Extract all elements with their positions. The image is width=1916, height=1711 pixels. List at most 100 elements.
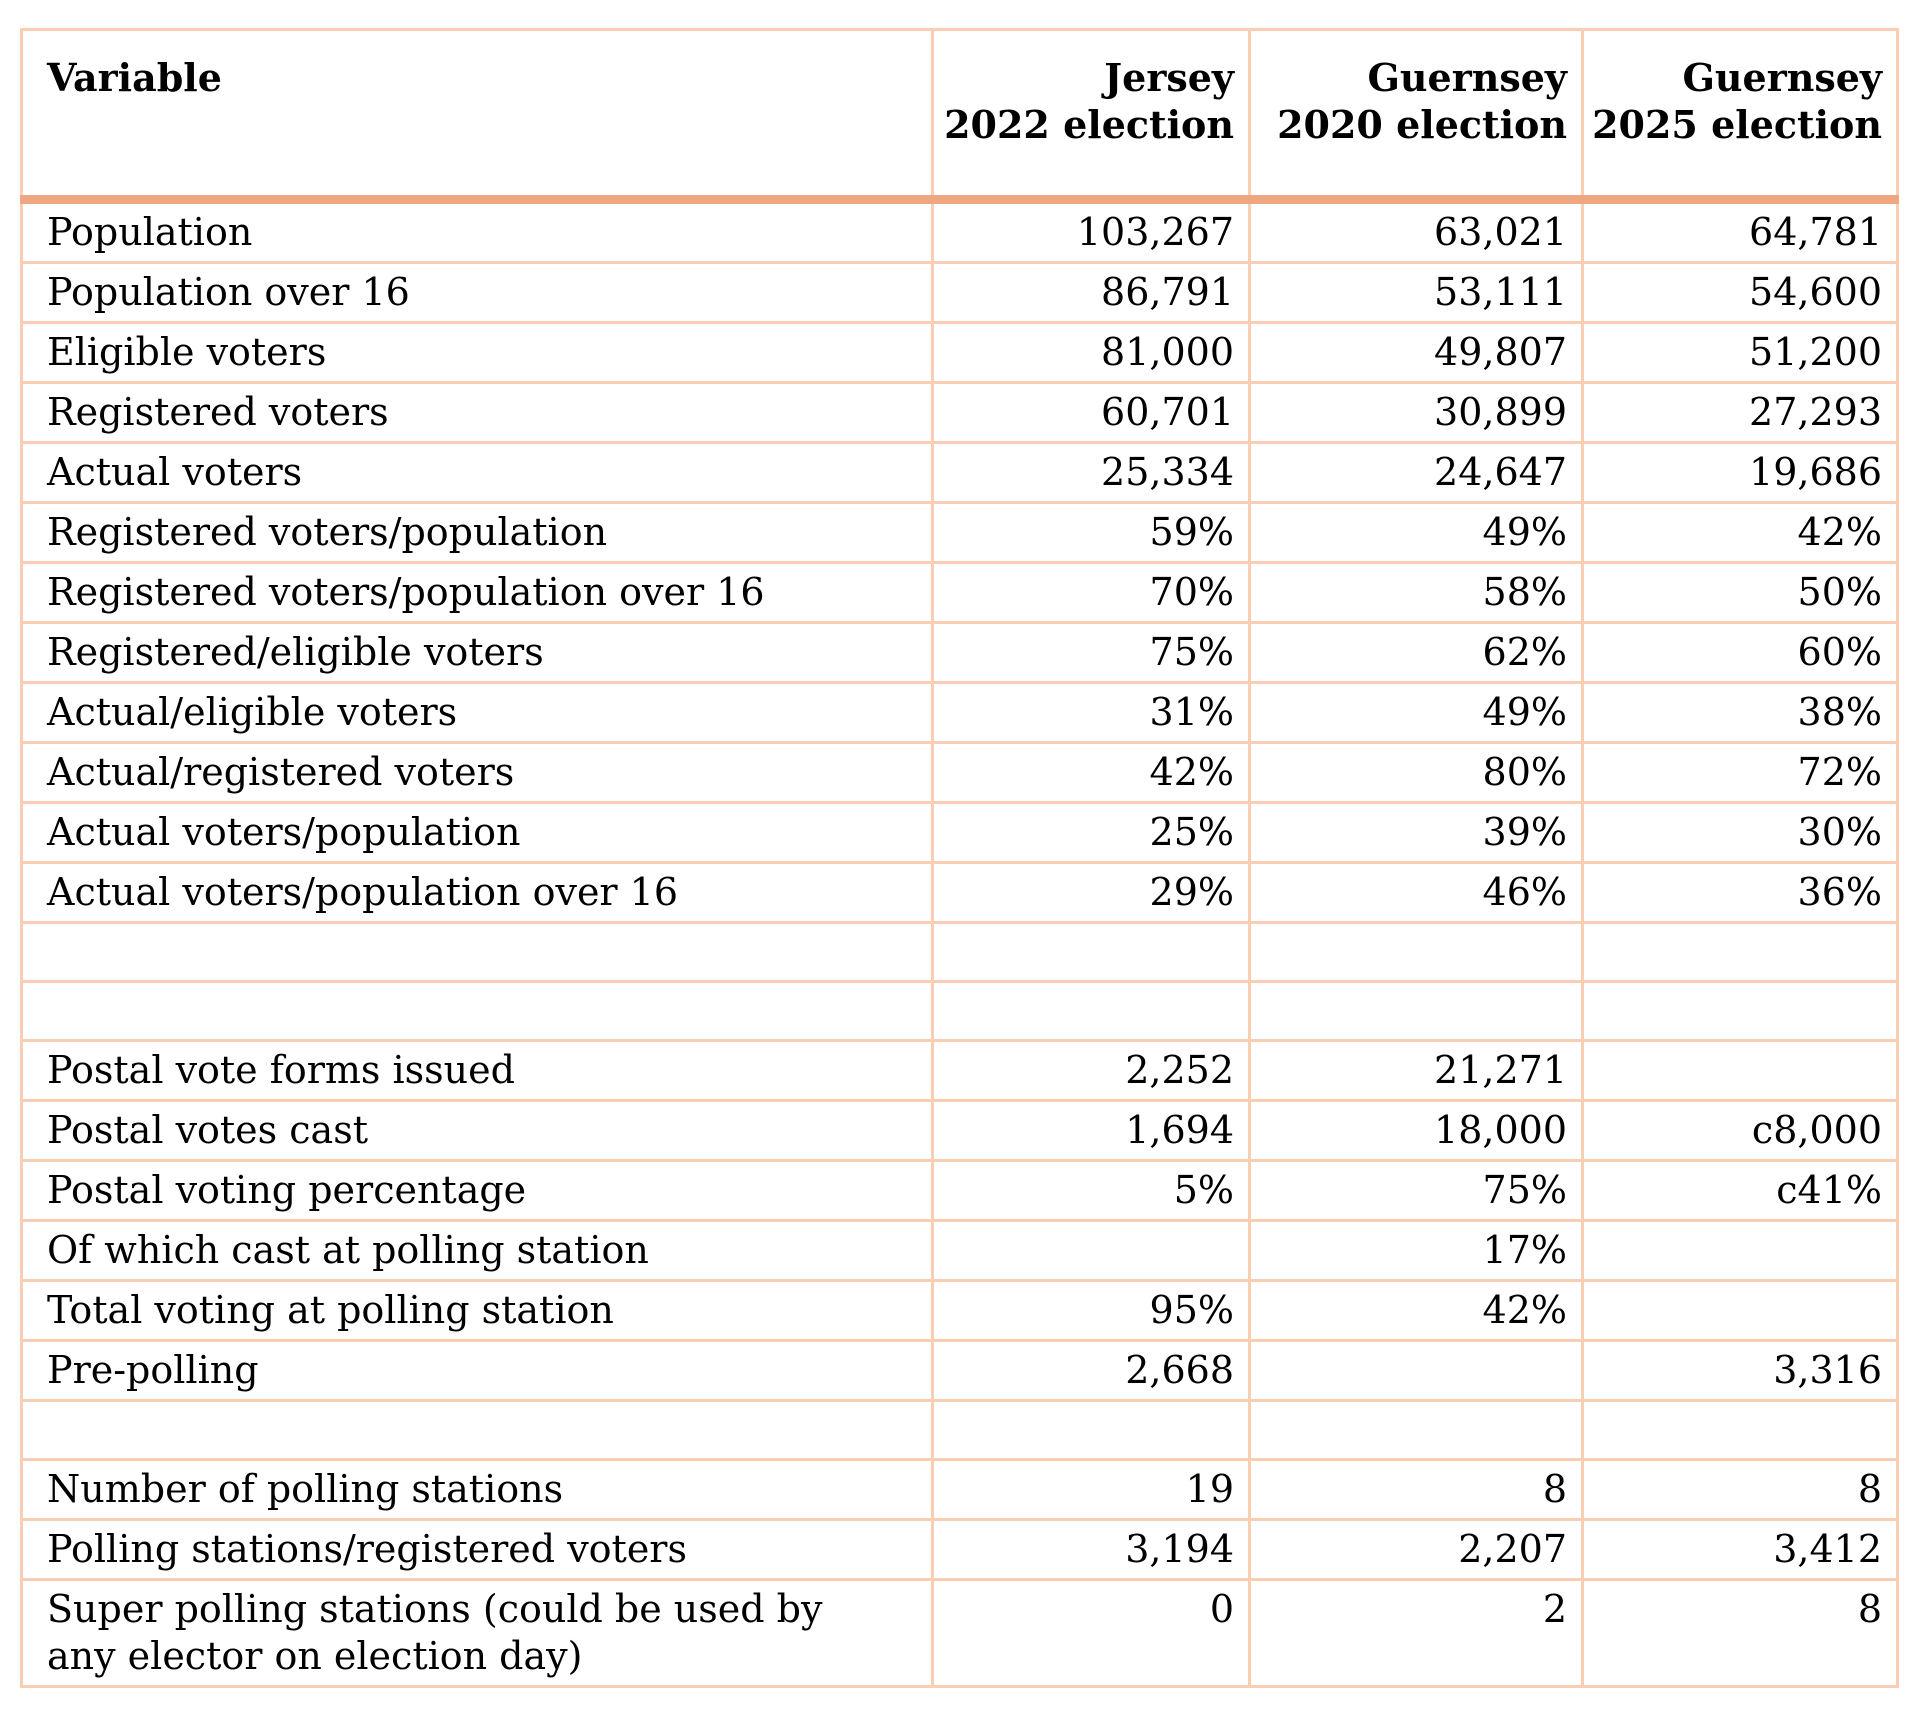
cell-jersey-2022 xyxy=(931,921,1251,983)
cell-guernsey-2020: 42% xyxy=(1248,1279,1584,1342)
table-row: Polling stations/registered voters 3,194… xyxy=(20,1518,1899,1581)
column-header-line: Guernsey xyxy=(1367,55,1567,100)
table-row: Actual/eligible voters 31% 49% 38% xyxy=(20,681,1899,744)
column-header-variable: Variable xyxy=(20,28,934,204)
row-label: Actual voters/population xyxy=(20,801,934,864)
cell-jersey-2022 xyxy=(931,980,1251,1042)
cell-jersey-2022: 59% xyxy=(931,501,1251,564)
cell-jersey-2022: 19 xyxy=(931,1458,1251,1521)
table-row: Of which cast at polling station 17% xyxy=(20,1219,1899,1282)
cell-guernsey-2025: 51,200 xyxy=(1581,321,1899,384)
cell-guernsey-2025: c41% xyxy=(1581,1159,1899,1222)
cell-guernsey-2025: 8 xyxy=(1581,1458,1899,1521)
row-label: Eligible voters xyxy=(20,321,934,384)
table-row: Actual voters/population over 16 29% 46%… xyxy=(20,861,1899,924)
column-header-line: Guernsey xyxy=(1682,55,1882,100)
row-label xyxy=(20,980,934,1042)
row-label: Polling stations/registered voters xyxy=(20,1518,934,1581)
cell-guernsey-2020: 75% xyxy=(1248,1159,1584,1222)
cell-guernsey-2025: c8,000 xyxy=(1581,1099,1899,1162)
cell-guernsey-2020 xyxy=(1248,1339,1584,1402)
row-label: Actual/registered voters xyxy=(20,741,934,804)
cell-guernsey-2025 xyxy=(1581,1219,1899,1282)
cell-jersey-2022: 103,267 xyxy=(931,198,1251,264)
cell-guernsey-2025: 60% xyxy=(1581,621,1899,684)
table-row: Eligible voters 81,000 49,807 51,200 xyxy=(20,321,1899,384)
cell-guernsey-2025: 30% xyxy=(1581,801,1899,864)
row-label: Actual voters xyxy=(20,441,934,504)
row-label xyxy=(20,1399,934,1461)
table-row xyxy=(20,980,1899,1042)
cell-guernsey-2020 xyxy=(1248,1399,1584,1461)
cell-guernsey-2025 xyxy=(1581,980,1899,1042)
table-row: Registered voters/population 59% 49% 42% xyxy=(20,501,1899,564)
column-header-guernsey-2025: Guernsey 2025 election xyxy=(1581,28,1899,204)
cell-jersey-2022: 5% xyxy=(931,1159,1251,1222)
cell-guernsey-2020: 39% xyxy=(1248,801,1584,864)
table-row: Actual voters/population 25% 39% 30% xyxy=(20,801,1899,864)
cell-guernsey-2025: 72% xyxy=(1581,741,1899,804)
row-label: Number of polling stations xyxy=(20,1458,934,1521)
cell-jersey-2022: 95% xyxy=(931,1279,1251,1342)
cell-guernsey-2020: 2,207 xyxy=(1248,1518,1584,1581)
cell-guernsey-2020: 63,021 xyxy=(1248,198,1584,264)
cell-guernsey-2020: 49,807 xyxy=(1248,321,1584,384)
election-comparison-table: Variable Jersey 2022 election Guernsey 2… xyxy=(20,28,1899,1688)
cell-guernsey-2025 xyxy=(1581,1279,1899,1342)
cell-jersey-2022: 31% xyxy=(931,681,1251,744)
table-row: Number of polling stations 19 8 8 xyxy=(20,1458,1899,1521)
cell-jersey-2022: 2,668 xyxy=(931,1339,1251,1402)
table-row: Total voting at polling station 95% 42% xyxy=(20,1279,1899,1342)
cell-guernsey-2020: 80% xyxy=(1248,741,1584,804)
row-label: Actual voters/population over 16 xyxy=(20,861,934,924)
table-body: Population 103,267 63,021 64,781 Populat… xyxy=(20,198,1899,1688)
cell-guernsey-2025: 19,686 xyxy=(1581,441,1899,504)
row-label: Postal vote forms issued xyxy=(20,1039,934,1102)
cell-guernsey-2020: 62% xyxy=(1248,621,1584,684)
cell-guernsey-2025: 38% xyxy=(1581,681,1899,744)
table-row: Super polling stations (could be used by… xyxy=(20,1578,1899,1688)
table-row: Actual voters 25,334 24,647 19,686 xyxy=(20,441,1899,504)
row-label: Actual/eligible voters xyxy=(20,681,934,744)
cell-jersey-2022 xyxy=(931,1399,1251,1461)
cell-guernsey-2025 xyxy=(1581,921,1899,983)
row-label: Population over 16 xyxy=(20,261,934,324)
cell-guernsey-2020: 24,647 xyxy=(1248,441,1584,504)
header-row: Variable Jersey 2022 election Guernsey 2… xyxy=(20,28,1899,204)
table-row: Actual/registered voters 42% 80% 72% xyxy=(20,741,1899,804)
cell-guernsey-2020: 30,899 xyxy=(1248,381,1584,444)
table-row: Registered voters 60,701 30,899 27,293 xyxy=(20,381,1899,444)
cell-guernsey-2020: 17% xyxy=(1248,1219,1584,1282)
cell-jersey-2022: 81,000 xyxy=(931,321,1251,384)
cell-jersey-2022: 29% xyxy=(931,861,1251,924)
cell-jersey-2022: 25% xyxy=(931,801,1251,864)
cell-guernsey-2025 xyxy=(1581,1399,1899,1461)
cell-guernsey-2025: 50% xyxy=(1581,561,1899,624)
cell-jersey-2022: 3,194 xyxy=(931,1518,1251,1581)
cell-jersey-2022: 75% xyxy=(931,621,1251,684)
table-row: Population over 16 86,791 53,111 54,600 xyxy=(20,261,1899,324)
cell-jersey-2022: 60,701 xyxy=(931,381,1251,444)
cell-guernsey-2025: 3,316 xyxy=(1581,1339,1899,1402)
table-row: Registered voters/population over 16 70%… xyxy=(20,561,1899,624)
cell-guernsey-2020: 8 xyxy=(1248,1458,1584,1521)
cell-guernsey-2020: 2 xyxy=(1248,1578,1584,1688)
table-row: Registered/eligible voters 75% 62% 60% xyxy=(20,621,1899,684)
cell-jersey-2022 xyxy=(931,1219,1251,1282)
column-header-line: 2022 election xyxy=(944,102,1234,147)
row-label: Of which cast at polling station xyxy=(20,1219,934,1282)
cell-guernsey-2025: 8 xyxy=(1581,1578,1899,1688)
cell-guernsey-2025: 27,293 xyxy=(1581,381,1899,444)
table-row: Postal vote forms issued 2,252 21,271 xyxy=(20,1039,1899,1102)
row-label: Super polling stations (could be used by… xyxy=(20,1578,934,1688)
row-label: Postal votes cast xyxy=(20,1099,934,1162)
cell-guernsey-2020 xyxy=(1248,980,1584,1042)
table-row: Population 103,267 63,021 64,781 xyxy=(20,198,1899,264)
cell-guernsey-2020: 53,111 xyxy=(1248,261,1584,324)
row-label: Registered/eligible voters xyxy=(20,621,934,684)
table-row: Postal votes cast 1,694 18,000 c8,000 xyxy=(20,1099,1899,1162)
row-label: Pre-polling xyxy=(20,1339,934,1402)
table-row: Postal voting percentage 5% 75% c41% xyxy=(20,1159,1899,1222)
cell-guernsey-2020: 49% xyxy=(1248,501,1584,564)
cell-jersey-2022: 25,334 xyxy=(931,441,1251,504)
